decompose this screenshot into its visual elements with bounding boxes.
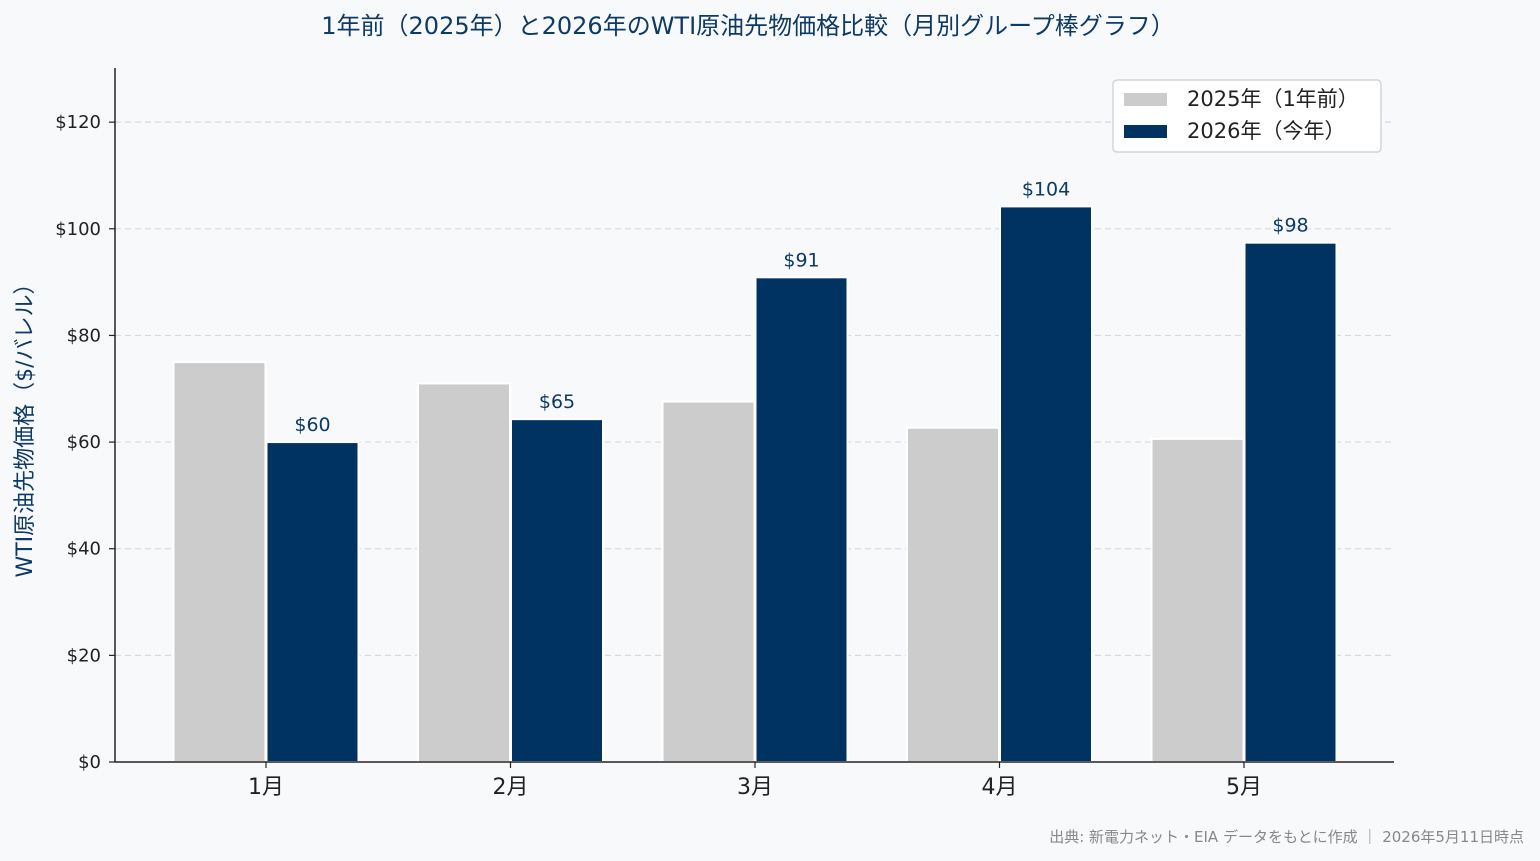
legend-swatch-2026 <box>1124 125 1167 138</box>
y-tick-label-80: $80 <box>67 325 101 346</box>
value-label-2026-2: $65 <box>539 391 575 413</box>
y-tick-label-0: $0 <box>78 752 101 773</box>
legend-swatch-2025 <box>1124 93 1167 106</box>
bar-2025-5 <box>1150 437 1245 763</box>
value-label-2026-1: $60 <box>294 414 330 436</box>
legend: 2025年（1年前） 2026年（今年） <box>1112 79 1382 153</box>
source-note: 出典: 新電力ネット・EIA データをもとに作成 ｜ 2026年5月11日時点 <box>1049 828 1524 846</box>
x-tick-label-3: 3月 <box>737 775 773 800</box>
y-tick-label-40: $40 <box>67 539 101 560</box>
x-axis-ticks: 1月 2月 3月 4月 5月 <box>248 762 1262 800</box>
bar-2025-4 <box>906 426 1000 763</box>
bar-2025-1 <box>172 361 267 763</box>
y-tick-label-60: $60 <box>67 432 101 453</box>
value-label-2026-3: $91 <box>783 249 819 271</box>
y-axis-label: WTI原油先物価格（$/バレル） <box>13 272 38 577</box>
value-labels: $60 $65 $91 $104 $98 <box>294 178 1308 436</box>
bar-2026-2 <box>510 418 604 763</box>
value-label-2026-4: $104 <box>1022 178 1070 200</box>
bar-2026-4 <box>999 205 1093 764</box>
y-tick-label-20: $20 <box>67 645 101 666</box>
y-axis-ticks: $0 $20 $40 $60 $80 $100 $120 <box>55 112 115 773</box>
bar-2026-5 <box>1243 241 1338 763</box>
x-tick-label-1: 1月 <box>248 775 284 800</box>
legend-label-2026: 2026年（今年） <box>1187 119 1345 143</box>
y-tick-label-120: $120 <box>55 112 101 133</box>
x-tick-label-5: 5月 <box>1226 775 1262 800</box>
chart-title: 1年前（2025年）と2026年のWTI原油先物価格比較（月別グループ棒グラフ） <box>321 12 1174 40</box>
legend-label-2025: 2025年（1年前） <box>1187 87 1359 111</box>
bar-2026-1 <box>265 441 360 763</box>
bar-2025-2 <box>417 382 511 763</box>
value-label-2026-5: $98 <box>1272 215 1308 237</box>
x-tick-label-4: 4月 <box>982 775 1018 800</box>
bar-2026-3 <box>754 276 849 763</box>
y-tick-label-100: $100 <box>55 219 101 240</box>
legend-box <box>1112 79 1382 153</box>
bar-groups <box>172 205 1338 764</box>
bar-2025-3 <box>661 400 756 763</box>
x-tick-label-2: 2月 <box>493 775 529 800</box>
